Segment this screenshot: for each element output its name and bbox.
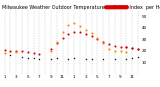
Text: Milwaukee Weather Outdoor Temperature vs THSW Index  per Hour  (24 Hours): Milwaukee Weather Outdoor Temperature vs… <box>2 5 160 10</box>
